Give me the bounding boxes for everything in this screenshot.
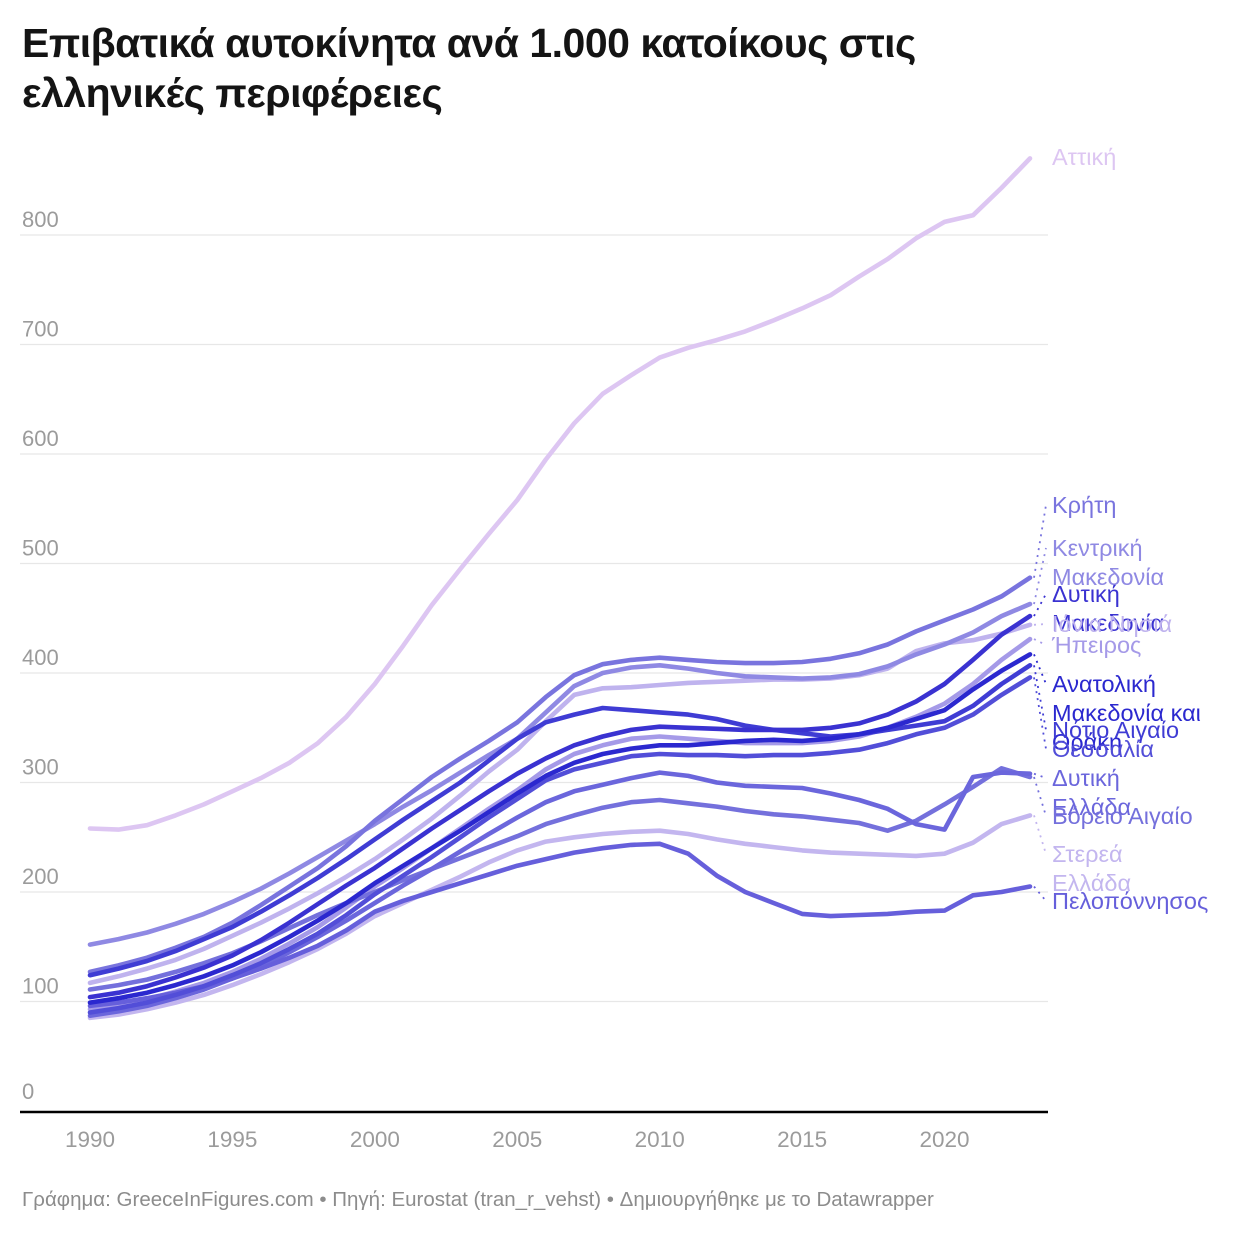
x-tick-label: 1995: [207, 1127, 257, 1152]
series-label-Βόρειο Αιγαίο: Βόρειο Αιγαίο: [1052, 803, 1193, 829]
series-label-Πελοπόννησος: Πελοπόννησος: [1052, 888, 1208, 914]
y-tick-label: 800: [22, 207, 59, 232]
series-line-Πελοπόννησος[interactable]: [87, 841, 1033, 1009]
series-line-Στερεά Ελλάδα[interactable]: [87, 813, 1033, 1021]
series-label-Κεντρική Μακεδονία: Μακεδονία: [1052, 564, 1164, 590]
y-tick-label: 500: [22, 536, 59, 561]
series-label-Ανατολική Μακεδονία και Θράκη: Μακεδονία και: [1052, 700, 1201, 726]
series-label-Θεσσαλία: Θεσσαλία: [1052, 736, 1154, 762]
y-tick-label: 100: [22, 974, 59, 999]
label-leader-line: [1033, 665, 1047, 731]
x-tick-label: 2000: [350, 1127, 400, 1152]
chart-footer: Γράφημα: GreeceInFigures.com • Πηγή: Eur…: [22, 1188, 934, 1211]
label-leader-line: [1033, 504, 1047, 578]
series-label-Δυτική Μακεδονία: Μακεδονία: [1052, 610, 1164, 636]
x-tick-label: 2005: [492, 1127, 542, 1152]
series-line-Δυτική Μακεδονία[interactable]: [87, 613, 1033, 1000]
x-tick-label: 1990: [65, 1127, 115, 1152]
series-label-Ανατολική Μακεδονία και Θράκη: Ανατολική: [1052, 671, 1156, 697]
series-label-Νότιο Αιγαίο: Νότιο Αιγαίο: [1052, 717, 1179, 743]
series-label-Δυτική Μακεδονία: Δυτική: [1052, 581, 1120, 607]
chart-title: Επιβατικά αυτοκίνητα ανά 1.000 κατοίκους…: [22, 20, 916, 117]
series-label-Ανατολική Μακεδονία και Θράκη: Θράκη: [1052, 729, 1122, 755]
y-tick-label: 200: [22, 864, 59, 889]
series-label-Ιόνια Νησιά: Ιόνια Νησιά: [1052, 611, 1172, 637]
label-leader-line: [1033, 885, 1047, 902]
series-label-Ήπειρος: Ήπειρος: [1051, 632, 1141, 658]
series-line-Αττική[interactable]: [87, 156, 1033, 832]
label-leader-line: [1033, 654, 1047, 685]
series-line-Ανατολική Μακεδονία και Θράκη[interactable]: [87, 652, 1033, 1005]
x-tick-label: 2015: [777, 1127, 827, 1152]
y-tick-label: 0: [22, 1079, 34, 1104]
series-line-Κεντρική Μακεδονία[interactable]: [87, 601, 1033, 947]
series-label-Κρήτη: Κρήτη: [1052, 492, 1116, 518]
x-tick-label: 2010: [635, 1127, 685, 1152]
y-tick-label: 700: [22, 317, 59, 342]
label-leader-line: [1033, 815, 1047, 855]
label-leader-line: [1033, 593, 1047, 617]
label-leader-line: [1033, 772, 1047, 779]
series-label-Κεντρική Μακεδονία: Κεντρική: [1052, 535, 1143, 561]
label-leader-line: [1033, 623, 1047, 626]
series-label-Αττική: Αττική: [1052, 144, 1116, 170]
series-line-Κρήτη[interactable]: [87, 575, 1033, 975]
series-label-Στερεά Ελλάδα: Στερεά: [1052, 841, 1123, 867]
x-tick-label: 2020: [920, 1127, 970, 1152]
y-tick-label: 600: [22, 426, 59, 451]
series-label-Δυτική Ελλάδα: Ελλάδα: [1052, 794, 1131, 820]
series-line-Θεσσαλία[interactable]: [87, 675, 1033, 1015]
label-leader-line: [1033, 638, 1047, 646]
y-tick-label: 400: [22, 645, 59, 670]
series-label-Στερεά Ελλάδα: Ελλάδα: [1052, 870, 1131, 896]
series-label-Δυτική Ελλάδα: Δυτική: [1052, 765, 1120, 791]
label-leader-line: [1033, 677, 1047, 750]
label-leader-line: [1033, 547, 1047, 605]
y-tick-label: 300: [22, 755, 59, 780]
